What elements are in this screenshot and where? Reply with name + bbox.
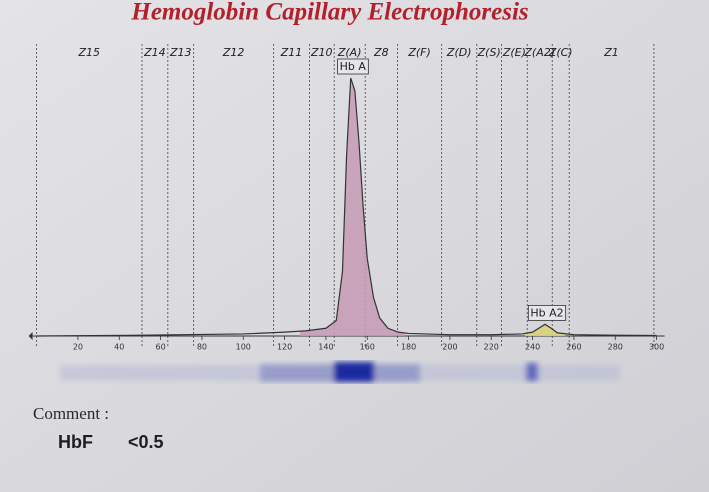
x-tick-label: 140 xyxy=(318,343,333,352)
zone-label: Z8 xyxy=(373,46,389,59)
peak-label: Hb A2 xyxy=(530,306,563,319)
x-tick-label: 280 xyxy=(608,343,623,352)
x-tick-label: 180 xyxy=(401,343,416,352)
x-tick-label: 60 xyxy=(156,343,166,352)
zone-label: Z12 xyxy=(222,46,245,59)
zone-label: Z1 xyxy=(603,46,619,59)
comment-name: HbF xyxy=(58,432,93,452)
peak-fill xyxy=(525,324,565,336)
zone-label: Z(F) xyxy=(407,46,430,59)
axis-arrow xyxy=(28,332,33,340)
peak-label: Hb A xyxy=(340,60,367,73)
x-tick-label: 220 xyxy=(484,343,499,352)
peak-fill xyxy=(300,78,405,336)
zone-label: Z15 xyxy=(78,46,101,59)
x-tick-label: 100 xyxy=(236,343,251,352)
peak-label-box xyxy=(337,58,369,75)
gel-band xyxy=(60,362,620,382)
x-tick-label: 120 xyxy=(277,343,292,352)
zone-label: Z13 xyxy=(169,46,192,59)
x-tick-label: 200 xyxy=(442,343,457,352)
zone-label: Z(C) xyxy=(548,46,573,59)
zone-label: Z(E) xyxy=(502,46,526,59)
comment-value: <0.5 xyxy=(128,432,164,452)
zone-label: Z(A2) xyxy=(523,46,555,59)
x-tick-label: 240 xyxy=(525,343,540,352)
comment-label: Comment : xyxy=(33,404,109,423)
zone-label: Z(A) xyxy=(337,46,362,59)
peak-label-box xyxy=(527,304,567,321)
x-tick-label: 80 xyxy=(197,343,207,352)
x-tick-label: 20 xyxy=(73,343,83,352)
x-tick-label: 300 xyxy=(649,343,664,352)
trace xyxy=(36,77,657,337)
zone-label: Z(D) xyxy=(446,46,472,59)
zone-label: Z10 xyxy=(310,46,333,59)
zone-label: Z11 xyxy=(280,46,303,59)
zone-label: Z14 xyxy=(143,46,166,59)
x-tick-label: 40 xyxy=(114,343,124,352)
zone-label: Z(S) xyxy=(477,46,501,59)
x-tick-label: 160 xyxy=(360,343,375,352)
x-tick-label: 260 xyxy=(566,343,581,352)
chart-title: Hemoglobin Capillary Electrophoresis xyxy=(130,0,528,26)
